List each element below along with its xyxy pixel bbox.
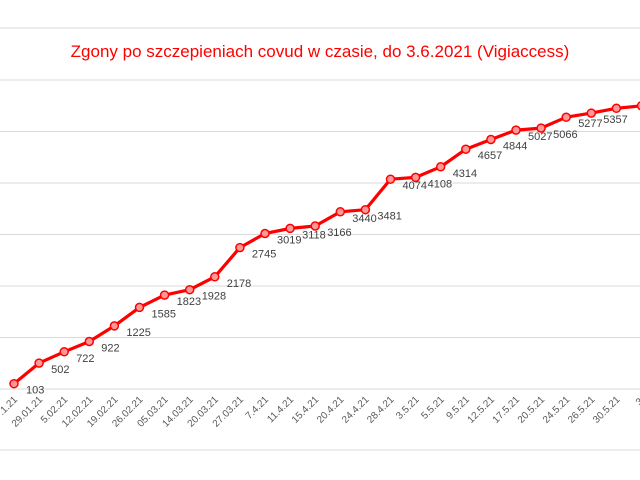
data-label: 3166 — [327, 227, 351, 239]
data-label: 103 — [26, 385, 44, 397]
data-label: 4108 — [428, 178, 452, 190]
data-point — [159, 290, 170, 300]
x-tick-label: 28.4.21 — [365, 394, 397, 426]
data-label: 1585 — [152, 308, 176, 320]
data-label: 4074 — [403, 180, 427, 192]
data-label: 3019 — [277, 235, 301, 247]
data-label: 2745 — [252, 249, 276, 261]
data-point — [586, 108, 597, 118]
data-point — [561, 112, 571, 122]
data-label: 1225 — [126, 327, 150, 339]
data-point — [511, 125, 521, 135]
data-point — [109, 321, 120, 331]
data-point — [235, 242, 245, 253]
markers-group — [9, 101, 640, 389]
data-point — [285, 223, 295, 234]
data-label: 1823 — [177, 296, 201, 308]
data-point — [184, 284, 195, 295]
data-point — [84, 336, 95, 347]
data-label: 3440 — [352, 213, 376, 225]
data-point — [536, 123, 546, 133]
data-label: 5066 — [553, 129, 577, 141]
data-point — [335, 207, 346, 217]
data-label: 5277 — [578, 118, 602, 130]
x-tick-label: 3. — [634, 394, 640, 408]
x-tick-labels-group: .1.2129.01.215.02.2112.02.2119.02.2126.0… — [0, 394, 640, 430]
data-point — [360, 204, 371, 215]
data-point — [34, 358, 44, 368]
data-point — [210, 272, 220, 282]
data-label: 4314 — [453, 168, 477, 180]
data-label: 5027 — [528, 131, 552, 143]
data-label: 5357 — [603, 114, 627, 126]
x-tick-label: 30.5.21 — [591, 394, 623, 426]
data-label: 722 — [76, 353, 94, 365]
data-point — [435, 162, 446, 172]
data-point — [410, 172, 421, 183]
data-point — [310, 221, 320, 231]
data-label: 3118 — [302, 229, 326, 241]
chart-title: Zgony po szczepieniach covud w czasie, d… — [71, 42, 570, 61]
data-point — [385, 174, 396, 184]
data-label: 2178 — [227, 278, 251, 290]
gridlines — [0, 79, 640, 451]
data-label: 502 — [51, 364, 69, 376]
data-label: 1928 — [202, 291, 226, 303]
data-point — [260, 228, 270, 239]
x-tick-label: 3.5.21 — [394, 394, 422, 422]
x-tick-label: 5.5.21 — [419, 394, 447, 422]
data-point — [611, 103, 622, 114]
data-point — [59, 347, 69, 357]
data-point — [9, 378, 19, 389]
data-label: 3481 — [377, 211, 401, 223]
data-label: 4844 — [503, 141, 527, 153]
data-label: 4657 — [478, 150, 502, 162]
data-point — [134, 302, 145, 313]
data-point — [636, 101, 640, 111]
data-label: 922 — [101, 343, 119, 355]
data-point — [461, 144, 471, 154]
data-point — [486, 134, 496, 145]
